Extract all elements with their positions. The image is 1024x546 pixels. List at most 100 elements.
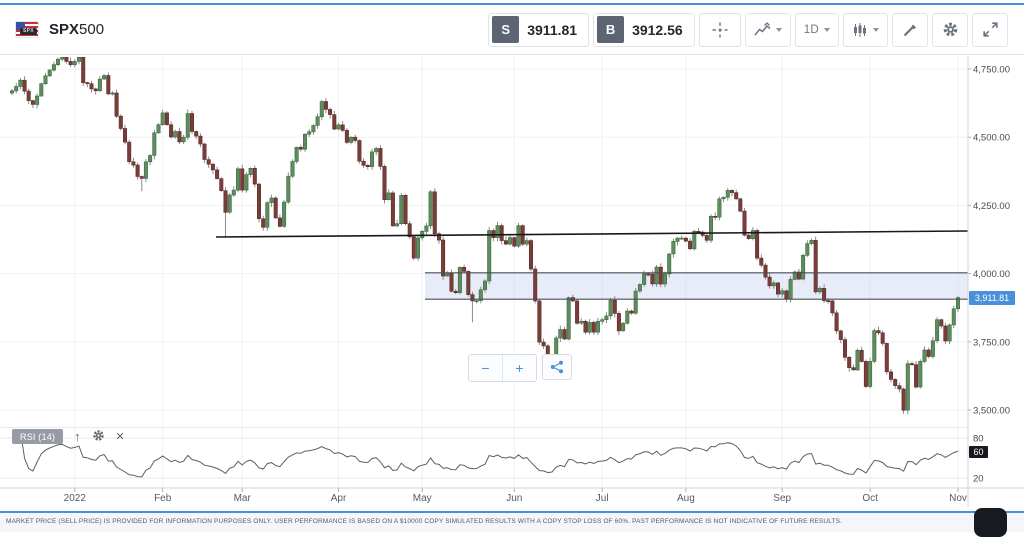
x-tick-label: Jun — [506, 493, 522, 504]
rsi-label-badge[interactable]: RSI (14) — [12, 429, 64, 444]
candle-body — [675, 237, 680, 242]
candle-body — [771, 282, 776, 287]
candle-body — [265, 202, 270, 228]
candle-body — [642, 273, 647, 285]
candle-body — [512, 237, 517, 247]
candle-body — [729, 190, 734, 193]
y-tick-label: 4,500.00 — [973, 133, 1010, 144]
rsi-value-badge: 60 — [969, 446, 988, 458]
candle-body — [403, 195, 408, 225]
candle-body — [143, 161, 148, 179]
candle-body — [340, 124, 345, 131]
candle-body — [499, 225, 504, 241]
zoom-in-button[interactable]: + — [503, 355, 536, 381]
candle-body — [164, 112, 169, 125]
candle-body — [830, 300, 835, 314]
candle-body — [282, 201, 287, 227]
candle-body — [131, 161, 136, 166]
chart-zoom-controls: − + — [468, 354, 572, 382]
candle-body — [922, 349, 927, 362]
corner-widget-button[interactable] — [974, 508, 1007, 537]
candle-body — [629, 310, 634, 314]
buy-price: 3912.56 — [632, 21, 683, 38]
chart-type-button[interactable] — [744, 12, 791, 47]
candle-body — [813, 240, 818, 293]
candle-body — [323, 101, 328, 110]
candle-body — [470, 294, 475, 302]
close-icon[interactable]: × — [115, 428, 125, 445]
candle-body — [683, 237, 688, 242]
candle-body — [365, 165, 370, 168]
candle-body — [114, 92, 119, 117]
candle-body — [206, 159, 211, 165]
y-tick-label: 3,750.00 — [973, 337, 1010, 348]
candle-body — [495, 225, 500, 238]
rsi-layer — [19, 430, 959, 478]
sell-button[interactable]: S 3911.81 — [488, 12, 590, 47]
candle-body — [671, 241, 676, 255]
candle-body — [738, 198, 743, 212]
candle-body — [156, 124, 161, 134]
x-tick-label: Mar — [234, 493, 252, 504]
rsi-settings-button[interactable] — [92, 429, 105, 444]
timeframe-button[interactable]: 1D — [794, 12, 839, 47]
candle-body — [909, 363, 914, 366]
candle-body — [734, 192, 739, 200]
chart-toolbar: SPX SPX500 S 3911.81 B 3912.56 — [0, 5, 1024, 55]
fullscreen-button[interactable] — [972, 12, 1008, 47]
crosshair-button[interactable] — [698, 12, 741, 47]
x-tick-label: Oct — [862, 493, 878, 504]
share-button[interactable] — [542, 354, 572, 380]
crosshair-icon — [712, 22, 728, 37]
indicators-button[interactable] — [843, 12, 888, 47]
candle-body — [261, 218, 266, 228]
candle-body — [905, 363, 910, 411]
candle-body — [930, 340, 935, 357]
candle-body — [219, 178, 224, 191]
line-chart-icon — [754, 22, 771, 36]
candle-body — [775, 282, 780, 295]
candle-body — [792, 271, 797, 280]
candle-body — [901, 388, 906, 411]
candle-body — [897, 385, 902, 390]
candle-body — [449, 272, 454, 292]
candle-body — [60, 57, 65, 60]
disclaimer-bar: MARKET PRICE (SELL PRICE) IS PROVIDED FO… — [0, 511, 1024, 532]
settings-button[interactable] — [932, 12, 968, 47]
current-price-label: 3,911.81 — [969, 291, 1015, 305]
candle-body — [457, 266, 462, 293]
candle-body — [951, 308, 956, 326]
candle-body — [378, 148, 383, 167]
candle-body — [608, 299, 613, 317]
candle-body — [482, 280, 487, 290]
candle-body — [336, 124, 341, 130]
candle-body — [750, 230, 755, 239]
drawings-button[interactable] — [892, 12, 928, 47]
candle-body — [344, 130, 349, 143]
candle-body — [842, 339, 847, 358]
candle-body — [742, 210, 747, 236]
candle-body — [755, 230, 760, 259]
support-zone — [425, 272, 968, 300]
candle-body — [847, 356, 852, 368]
buy-button[interactable]: B 3912.56 — [593, 12, 695, 47]
candle-body — [97, 78, 102, 92]
candle-body — [332, 114, 337, 130]
candle-body — [227, 194, 232, 213]
candle-body — [612, 299, 617, 314]
candle-body — [135, 164, 140, 177]
candle-body — [541, 341, 546, 347]
candle-body — [939, 319, 944, 327]
candle-body — [646, 273, 651, 276]
candle-body — [855, 349, 860, 371]
candle-body — [190, 113, 195, 132]
y-tick-label: 3,500.00 — [973, 406, 1010, 417]
buy-badge: B — [597, 16, 625, 43]
gear-icon — [943, 22, 957, 37]
candle-body — [173, 131, 178, 138]
zoom-out-button[interactable]: − — [469, 355, 502, 381]
candle-body — [591, 322, 596, 333]
arrow-up-icon[interactable]: ↑ — [74, 429, 81, 444]
x-tick-label: Aug — [677, 493, 695, 504]
